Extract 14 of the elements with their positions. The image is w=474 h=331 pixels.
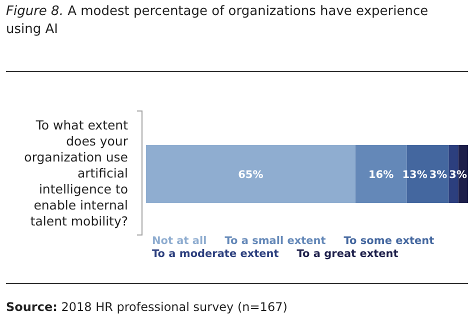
data-label: 16% [368, 169, 394, 181]
text: To a moderate extent [152, 248, 279, 260]
text: Not at all [152, 235, 207, 247]
source-note: Source: 2018 HR professional survey (n=167) [6, 300, 288, 314]
text: To a small extent [224, 235, 326, 247]
data-label: 3% [449, 169, 468, 181]
text: To some extent [344, 235, 434, 247]
data-label: 13% [402, 169, 428, 181]
data-label: 3% [429, 169, 448, 181]
text: To a great extent [296, 248, 398, 260]
bar [146, 145, 356, 203]
chart-title: Figure 8. A modest percentage of organizations have experience using AI [6, 3, 430, 39]
y-tick-label: To what extent does your organization use artificial intelligence to enable internal talent mobility? [24, 118, 129, 228]
data-label: 65% [238, 169, 264, 181]
